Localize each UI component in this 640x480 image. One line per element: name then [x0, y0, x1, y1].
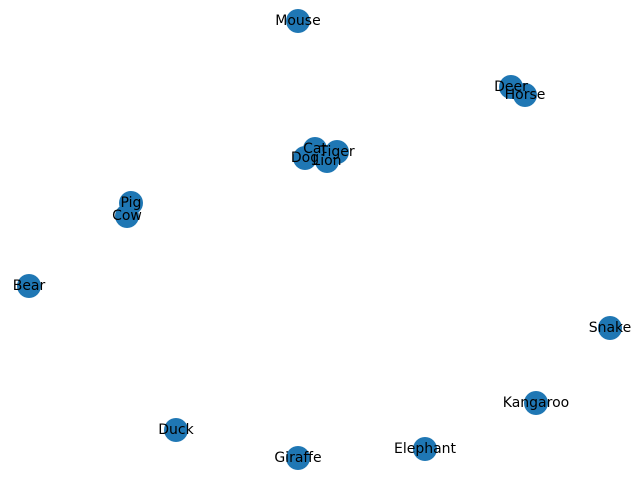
node-label-pig: Pig [121, 195, 142, 211]
node-label-deer: Deer [494, 79, 528, 95]
node-snake [598, 316, 622, 340]
node-label-tiger: Tiger [318, 144, 355, 160]
node-label-cow: Cow [112, 208, 142, 224]
node-bear [17, 274, 41, 298]
node-label-elephant: Elephant [394, 441, 457, 457]
node-label-mouse: Mouse [275, 13, 320, 29]
node-cow [115, 204, 139, 228]
node-label-giraffe: Giraffe [274, 450, 321, 466]
node-elephant [413, 437, 437, 461]
node-label-cat: Cat [303, 141, 327, 157]
node-duck [164, 418, 188, 442]
nodes-layer [17, 9, 622, 470]
node-label-snake: Snake [589, 320, 632, 336]
node-horse [513, 83, 537, 107]
node-label-horse: Horse [505, 87, 546, 103]
node-label-bear: Bear [13, 278, 46, 294]
node-label-dog: Dog [291, 150, 319, 166]
node-label-kangaroo: Kangaroo [503, 395, 569, 411]
node-label-duck: Duck [158, 422, 194, 438]
node-label-lion: Lion [312, 153, 341, 169]
node-dog [293, 146, 317, 170]
node-lion [315, 149, 339, 173]
node-kangaroo [524, 391, 548, 415]
node-giraffe [286, 446, 310, 470]
node-mouse [286, 9, 310, 33]
